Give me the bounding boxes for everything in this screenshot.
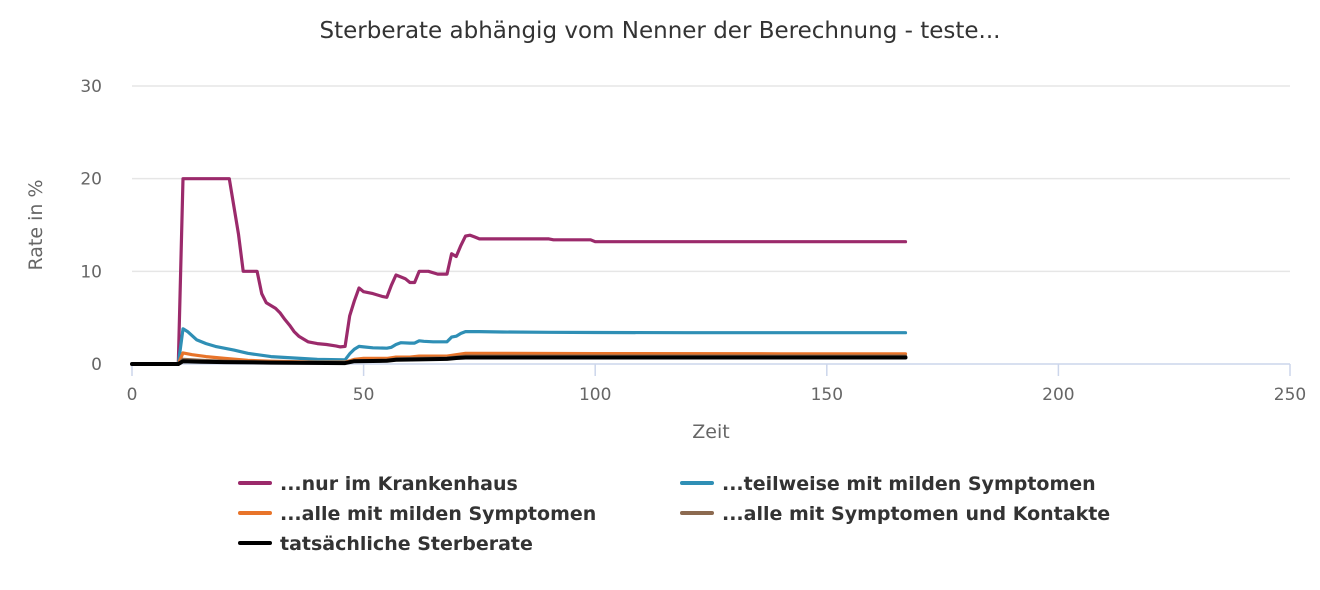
x-tick-label: 250	[1274, 385, 1306, 405]
legend-item[interactable]: ...alle mit milden Symptomen	[238, 503, 596, 525]
y-tick-label: 10	[80, 262, 102, 282]
chart-title: Sterberate abhängig vom Nenner der Berec…	[320, 18, 1001, 44]
y-tick-label: 0	[91, 355, 102, 375]
grid-layer	[132, 85, 1290, 273]
x-tick-label: 200	[1042, 385, 1074, 405]
legend-label: ...alle mit milden Symptomen	[280, 503, 596, 525]
x-tick-label: 0	[127, 385, 138, 405]
y-tick-label: 30	[80, 77, 102, 97]
legend-label: tatsächliche Sterberate	[280, 533, 533, 555]
series-line-5[interactable]	[130, 355, 908, 366]
series-line-1[interactable]	[130, 177, 908, 366]
legend-label: ...alle mit Symptomen und Kontakte	[722, 503, 1110, 525]
series-line-3[interactable]	[130, 351, 908, 366]
x-tick-label: 150	[811, 385, 843, 405]
x-tick-label: 100	[579, 385, 611, 405]
y-tick-label: 20	[80, 170, 102, 190]
x-axis-title: Zeit	[692, 421, 729, 443]
legend-item[interactable]: ...alle mit Symptomen und Kontakte	[680, 503, 1110, 525]
series-layer	[130, 177, 908, 366]
x-tick-label: 50	[353, 385, 375, 405]
legend-item[interactable]: ...teilweise mit milden Symptomen	[680, 473, 1096, 495]
legend-item[interactable]: tatsächliche Sterberate	[238, 533, 533, 555]
legend: ...nur im Krankenhaus ...teilweise mit mi…	[238, 473, 1110, 555]
legend-item[interactable]: ...nur im Krankenhaus	[238, 473, 518, 495]
legend-label: ...nur im Krankenhaus	[280, 473, 518, 495]
series-line-2[interactable]	[130, 327, 908, 366]
legend-label: ...teilweise mit milden Symptomen	[722, 473, 1096, 495]
y-axis-title: Rate in %	[25, 179, 47, 270]
